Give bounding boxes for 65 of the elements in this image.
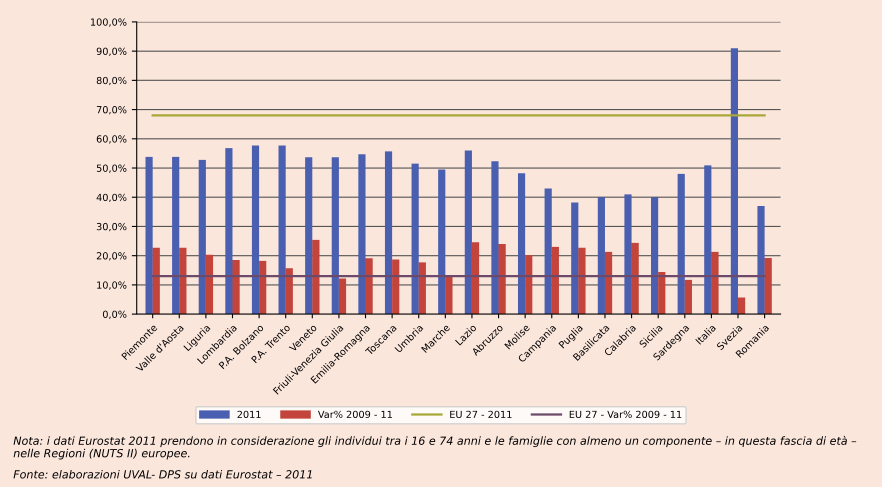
legend-label: Var% 2009 - 11 (318, 410, 392, 418)
bar (438, 169, 446, 314)
bar (278, 146, 286, 314)
bar (412, 164, 419, 314)
bar (445, 276, 453, 314)
y-tick-label: 100,0% (90, 18, 126, 27)
bar (472, 242, 480, 314)
bar (232, 260, 240, 314)
bar (152, 248, 160, 314)
bar (332, 157, 339, 314)
bar (366, 258, 373, 314)
bar (418, 262, 426, 314)
bar (358, 154, 366, 314)
y-tick-label: 70,0% (96, 106, 126, 114)
y-tick-label: 40,0% (96, 194, 126, 202)
bar (544, 188, 552, 314)
bar (598, 197, 605, 314)
bar (604, 252, 612, 314)
bar (764, 258, 772, 314)
bar (684, 280, 692, 314)
bar (498, 244, 506, 314)
bar (757, 206, 765, 314)
bar (259, 260, 266, 314)
y-tick-label: 20,0% (96, 252, 126, 260)
legend-label: 2011 (237, 410, 261, 418)
bar (730, 48, 738, 314)
bar (464, 150, 472, 314)
y-tick-label: 80,0% (96, 76, 126, 86)
bar (491, 161, 499, 314)
bar (206, 254, 214, 314)
bar (525, 255, 532, 314)
bar (704, 165, 712, 314)
bar (198, 160, 206, 314)
bar (305, 157, 312, 314)
bar (552, 246, 559, 314)
bar (312, 240, 320, 314)
bar (338, 278, 346, 314)
bar (578, 248, 586, 314)
y-tick-label: 30,0% (96, 222, 126, 232)
bar (632, 242, 639, 314)
bar (678, 174, 685, 314)
y-tick-label: 0,0% (102, 310, 126, 319)
bar (172, 156, 180, 314)
bar (145, 156, 153, 314)
bar (518, 173, 526, 314)
bar (658, 272, 666, 314)
bar (711, 252, 719, 314)
y-tick-label: 60,0% (96, 135, 126, 144)
text: Nota: i dati Eurostat 2011 prendono in considerazione gli individui tra i 16 e 74 anni e le famiglie con almeno un componente – in questa fascia di età – nelle Regioni (NUTS II) europee. (14, 436, 856, 460)
bar (252, 146, 260, 314)
y-tick-label: 10,0% (97, 281, 126, 290)
bar (651, 197, 658, 314)
y-tick-label: 90,0% (96, 48, 126, 56)
y-tick-label: 50,0% (96, 164, 126, 173)
legend-label: EU 27 - 2011 (450, 410, 512, 418)
bar (571, 202, 578, 314)
bar (286, 268, 293, 314)
bar (179, 248, 186, 314)
bar (384, 151, 392, 314)
source-note: Fonte: elaborazioni UVAL- DPS su dati Eurostat – 2011 (14, 470, 312, 479)
bar (225, 148, 232, 314)
legend-label: EU 27 - Var% 2009 - 11 (570, 410, 682, 418)
bar (738, 297, 746, 314)
bar (392, 259, 400, 314)
bar (624, 194, 632, 314)
